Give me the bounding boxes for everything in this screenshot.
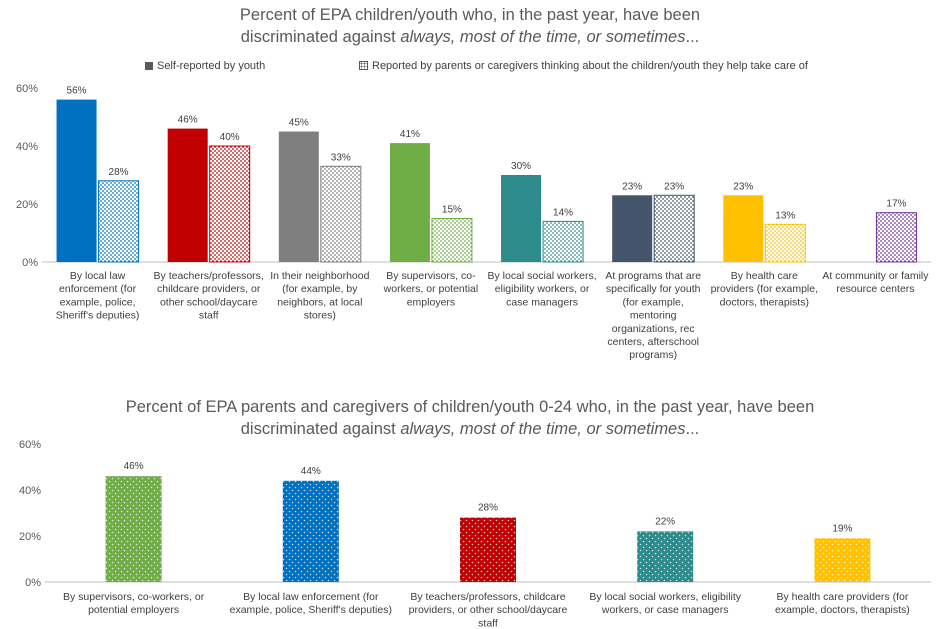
chart1-data-label-youth-1: 46% (178, 115, 198, 126)
chart2-y-tick-60pct: 60% (19, 439, 41, 451)
chart2-y-tick-0pct: 0% (25, 577, 41, 589)
chart1-data-label-youth-2: 45% (289, 118, 309, 129)
chart2-title: Percent of EPA parents and caregivers of… (0, 396, 940, 440)
chart1-bar-youth-6 (723, 195, 764, 262)
chart1-youth-discrimination: 0% 20% 40% 60% 56% 28% By local law enforcement… (16, 83, 931, 361)
chart1-bar-parents-6 (764, 223, 806, 263)
chart2-title-line2: discriminated against always, most of th… (0, 418, 940, 440)
chart2-title-line2-prefix: discriminated against (240, 420, 401, 438)
chart2-data-label-1: 44% (301, 466, 321, 477)
chart2-category-label-4: By health care providers (for example, do… (775, 591, 910, 616)
chart1-category-label-0: By local law enforcement (for example, pol… (56, 270, 140, 322)
chart2-bar-4 (814, 538, 871, 582)
legend-swatch-dotted (359, 61, 368, 70)
chart1-category-label-5: At programs that are specifically for you… (605, 270, 701, 361)
legend-label-self-reported: Self-reported by youth (157, 60, 266, 72)
chart1-bar-youth-0 (56, 99, 97, 262)
chart1-bar-parents-1 (209, 145, 251, 263)
chart1-y-tick-0pct: 0% (22, 257, 38, 269)
chart1-bar-youth-3 (389, 143, 430, 262)
chart1-data-label-youth-6: 23% (733, 181, 753, 192)
chart1-category-label-6: By health care providers (for example, doc… (711, 270, 818, 308)
chart1-bar-parents-0 (98, 180, 140, 263)
chart1-data-label-parents-0: 28% (109, 167, 129, 178)
chart1-category-label-1: By teachers/professors, childcare provide… (154, 270, 264, 322)
chart1-title-line2-emphasis: always, most of the time, or sometimes (400, 28, 686, 46)
chart1-data-label-youth-4: 30% (511, 161, 531, 172)
chart2-title-line2-emphasis: always, most of the time, or sometimes (400, 420, 686, 438)
chart1-bar-parents-3 (431, 218, 473, 263)
chart1-title-line2-suffix: ... (685, 28, 700, 46)
chart1-bar-youth-5 (612, 195, 653, 262)
chart1-category-label-7: At community or family resource centers (822, 270, 929, 295)
chart2-category-label-1: By local law enforcement (for example, po… (230, 591, 392, 616)
legend-swatch-solid (145, 62, 153, 70)
chart1-category-label-2: In their neighborhood (for example, by nei… (270, 270, 369, 322)
chart2-data-label-4: 19% (832, 523, 852, 534)
chart1-data-label-youth-0: 56% (67, 86, 87, 97)
chart2-bar-0 (105, 476, 162, 582)
chart1-data-label-parents-1: 40% (220, 132, 240, 143)
chart1-y-tick-60pct: 60% (16, 83, 38, 95)
chart2-data-label-2: 28% (478, 503, 498, 514)
chart1-data-label-parents-3: 15% (442, 205, 462, 216)
chart1-bar-parents-5 (653, 194, 695, 263)
chart1-data-label-youth-5: 23% (622, 181, 642, 192)
chart1-title: Percent of EPA children/youth who, in th… (0, 4, 940, 48)
legend-item-self-reported: Self-reported by youth (145, 60, 265, 72)
chart2-category-label-0: By supervisors, co-workers, or potential … (63, 591, 205, 616)
chart1-bar-parents-2 (320, 165, 362, 263)
chart2-parent-discrimination: 0% 20% 40% 60% 46% By supervisors, co-workers… (19, 439, 931, 629)
chart1-data-label-parents-7: 17% (886, 199, 906, 210)
chart1-category-label-4: By local social workers, eligibility work… (488, 270, 597, 308)
chart2-title-line1: Percent of EPA parents and caregivers of… (125, 398, 815, 416)
chart2-y-tick-40pct: 40% (19, 485, 41, 497)
legend-label-parents-reported: Reported by parents or caregivers thinki… (372, 60, 808, 72)
chart2-title-line2-suffix: ... (685, 420, 700, 438)
chart2-bar-3 (637, 531, 694, 582)
chart1-data-label-youth-3: 41% (400, 129, 420, 140)
chart1-title-line1: Percent of EPA children/youth who, in th… (239, 6, 701, 24)
chart1-category-label-3: By supervisors, co-workers, or potential… (383, 270, 479, 308)
chart2-data-label-0: 46% (124, 461, 144, 472)
chart1-title-line2-prefix: discriminated against (240, 28, 401, 46)
chart1-data-label-parents-4: 14% (553, 207, 573, 218)
chart1-data-label-parents-2: 33% (331, 152, 351, 163)
chart1-bar-parents-4 (542, 220, 584, 263)
chart2-category-label-3: By local social workers, eligibility work… (589, 591, 741, 616)
chart2-y-tick-20pct: 20% (19, 531, 41, 543)
chart1-data-label-parents-5: 23% (664, 181, 684, 192)
chart1-bar-youth-1 (167, 128, 208, 262)
chart1-bar-parents-7 (875, 212, 917, 263)
chart1-bar-youth-2 (278, 131, 319, 262)
chart1-data-label-parents-6: 13% (775, 210, 795, 221)
legend-item-parents-reported: Reported by parents or caregivers thinki… (359, 60, 808, 72)
chart1-y-tick-20pct: 20% (16, 199, 38, 211)
chart1-title-line2: discriminated against always, most of th… (0, 26, 940, 48)
chart2-category-label-2: By teachers/professors, childcare provide… (409, 591, 568, 629)
chart1-y-tick-40pct: 40% (16, 141, 38, 153)
chart1-bar-youth-4 (501, 175, 542, 262)
chart2-bar-2 (460, 517, 516, 582)
chart2-data-label-3: 22% (655, 516, 675, 527)
chart2-bar-1 (282, 480, 339, 582)
